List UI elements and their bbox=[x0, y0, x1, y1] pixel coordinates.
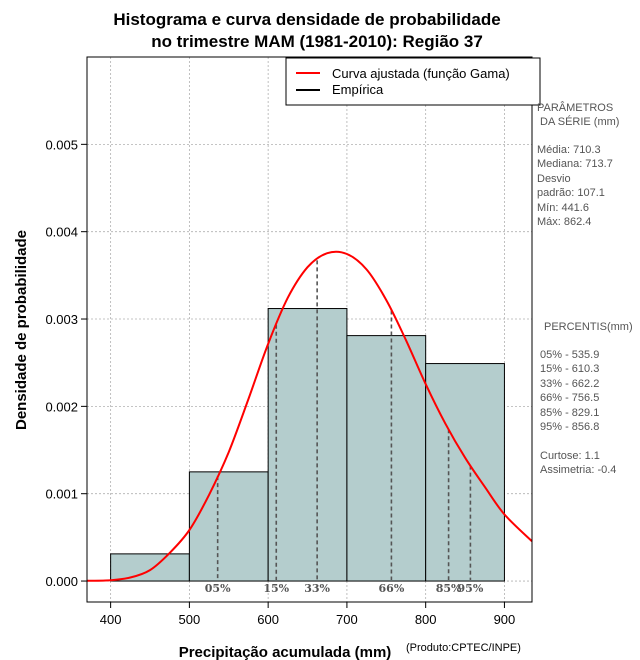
legend-box bbox=[285, 57, 541, 106]
credit-text: (Produto:CPTEC/INPE) bbox=[406, 642, 521, 654]
x-tick-label-5: 900 bbox=[494, 612, 516, 627]
percentile-p85: 85% - 829.1 bbox=[540, 407, 599, 419]
percentile-label-66: 66% bbox=[379, 582, 405, 595]
param-mediana: Mediana: 713.7 bbox=[537, 158, 613, 170]
x-tick-label-1: 500 bbox=[179, 612, 201, 627]
percentile-labels: 05% 15% 33% 66% 85%95% bbox=[205, 582, 484, 595]
percentile-label-15: 15% bbox=[263, 582, 289, 595]
percentiles-panel: PERCENTIS(mm) 05% - 535.9 15% - 610.3 33… bbox=[540, 321, 633, 476]
percentile-p66: 66% - 756.5 bbox=[540, 392, 599, 404]
x-axis-ticks: 400 500 600 700 800 900 bbox=[100, 602, 516, 627]
x-tick-label-2: 600 bbox=[257, 612, 279, 627]
chart-title-line2: no trimestre MAM (1981-2010): Região 37 bbox=[151, 32, 483, 51]
y-tick-label-3: 0.003 bbox=[45, 312, 78, 327]
plot-frame bbox=[86, 56, 533, 603]
percentile-p95: 95% - 856.8 bbox=[540, 421, 599, 433]
x-tick-label-4: 800 bbox=[415, 612, 437, 627]
params-heading-1: PARÂMETROS bbox=[537, 101, 613, 114]
percentile-label-33: 33% bbox=[304, 582, 330, 595]
histogram-bar-1 bbox=[188, 471, 269, 582]
stat-curtose: Curtose: 1.1 bbox=[540, 450, 600, 462]
y-axis-ticks: 0.000 0.001 0.002 0.003 0.004 0.005 bbox=[45, 137, 87, 589]
legend-curve-label: Curva ajustada (função Gama) bbox=[332, 66, 510, 81]
y-tick-label-0: 0.000 bbox=[45, 574, 78, 589]
y-tick-label-1: 0.001 bbox=[45, 487, 78, 502]
param-min: Mín: 441.6 bbox=[537, 202, 589, 214]
histogram-bar-4 bbox=[425, 363, 505, 582]
x-tick-label-0: 400 bbox=[100, 612, 122, 627]
params-heading-2: DA SÉRIE (mm) bbox=[540, 115, 619, 128]
x-tick-label-3: 700 bbox=[336, 612, 358, 627]
param-desvio-1: Desvio bbox=[537, 173, 571, 185]
legend: Curva ajustada (função Gama) Empírica bbox=[285, 57, 541, 106]
param-max: Máx: 862.4 bbox=[537, 216, 591, 228]
param-desvio-2: padrão: 107.1 bbox=[537, 187, 605, 199]
legend-empirical-label: Empírica bbox=[332, 82, 384, 97]
percentile-label-85: 85% bbox=[436, 582, 462, 595]
gamma-curve bbox=[86, 250, 533, 582]
percentis-heading: PERCENTIS(mm) bbox=[544, 321, 633, 333]
y-axis-title: Densidade de probabilidade bbox=[13, 230, 30, 430]
histogram-bars bbox=[110, 308, 505, 582]
histogram-bar-3 bbox=[346, 335, 427, 582]
y-tick-label-5: 0.005 bbox=[45, 137, 78, 152]
param-media: Média: 710.3 bbox=[537, 144, 601, 156]
percentile-lines bbox=[216, 260, 472, 581]
y-tick-label-2: 0.002 bbox=[45, 399, 78, 414]
histogram-bar-0 bbox=[110, 553, 190, 582]
stat-assimetria: Assimetria: -0.4 bbox=[540, 464, 616, 476]
y-tick-label-4: 0.004 bbox=[45, 225, 78, 240]
x-axis-title: Precipitação acumulada (mm) bbox=[179, 644, 392, 660]
percentile-p05: 05% - 535.9 bbox=[540, 349, 599, 361]
percentile-label-95: 95% bbox=[458, 582, 484, 595]
percentile-p15: 15% - 610.3 bbox=[540, 363, 599, 375]
series-parameters-panel: PARÂMETROS DA SÉRIE (mm) Média: 710.3 Me… bbox=[537, 101, 619, 228]
percentile-label-05: 05% bbox=[205, 582, 231, 595]
percentile-p33: 33% - 662.2 bbox=[540, 378, 599, 390]
histogram-bar-2 bbox=[267, 308, 348, 582]
chart-title-line1: Histograma e curva densidade de probabil… bbox=[113, 10, 500, 29]
